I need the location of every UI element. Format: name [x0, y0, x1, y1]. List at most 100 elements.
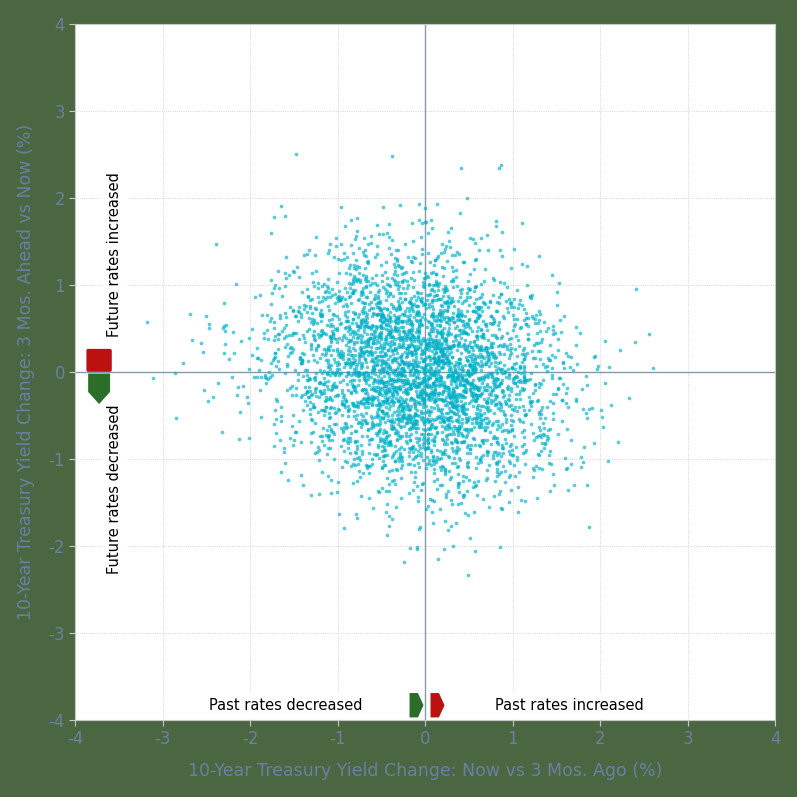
Point — [595, 410, 608, 423]
Point — [365, 422, 378, 434]
Point — [374, 259, 387, 272]
Point — [547, 388, 559, 401]
Point — [396, 308, 409, 320]
Point — [316, 403, 329, 416]
Point — [335, 422, 347, 434]
Point — [367, 332, 380, 345]
Point — [317, 384, 330, 397]
Point — [538, 429, 551, 442]
Point — [317, 371, 330, 384]
Point — [473, 415, 486, 428]
Point — [432, 355, 445, 367]
Point — [360, 387, 373, 400]
Point — [411, 495, 424, 508]
Point — [387, 302, 399, 315]
Point — [286, 328, 299, 341]
Point — [410, 315, 423, 328]
Point — [491, 423, 504, 436]
Point — [363, 434, 376, 446]
Point — [442, 382, 454, 395]
Point — [311, 317, 324, 330]
Point — [415, 361, 428, 374]
Point — [379, 425, 392, 438]
Point — [442, 420, 454, 433]
Point — [327, 426, 340, 438]
Point — [265, 226, 277, 239]
Point — [318, 292, 331, 305]
Point — [391, 278, 403, 291]
Point — [346, 287, 359, 300]
Point — [327, 320, 340, 332]
Point — [416, 394, 429, 406]
Point — [355, 407, 368, 420]
Point — [457, 319, 469, 332]
Point — [373, 398, 386, 410]
Point — [426, 454, 439, 467]
Point — [446, 351, 458, 363]
Point — [395, 350, 408, 363]
Point — [536, 436, 548, 449]
Point — [347, 324, 359, 337]
Point — [375, 461, 388, 473]
Point — [344, 386, 357, 398]
Point — [393, 449, 406, 461]
Polygon shape — [88, 374, 110, 404]
Point — [473, 389, 486, 402]
Point — [320, 285, 333, 297]
Point — [597, 421, 610, 434]
Point — [429, 365, 442, 378]
Point — [222, 352, 235, 365]
Point — [332, 362, 345, 375]
Point — [422, 328, 435, 340]
Point — [343, 357, 355, 370]
Point — [402, 304, 415, 317]
Point — [532, 345, 544, 358]
Point — [439, 436, 452, 449]
Point — [466, 481, 479, 493]
Point — [323, 434, 336, 446]
Point — [450, 319, 463, 332]
Point — [370, 298, 383, 311]
Point — [472, 474, 485, 487]
Point — [416, 310, 429, 323]
Point — [395, 340, 407, 353]
Point — [422, 427, 434, 440]
Point — [429, 395, 442, 407]
Point — [480, 318, 493, 331]
Point — [349, 232, 362, 245]
Point — [413, 439, 426, 452]
Point — [415, 391, 428, 403]
Point — [353, 369, 366, 382]
Point — [387, 289, 399, 302]
Point — [481, 370, 493, 383]
Point — [367, 363, 380, 376]
Point — [493, 468, 505, 481]
Point — [417, 398, 430, 410]
Point — [445, 356, 457, 369]
Point — [316, 347, 328, 360]
Point — [320, 401, 332, 414]
Point — [361, 255, 374, 268]
Point — [435, 308, 448, 320]
Point — [411, 365, 424, 378]
Point — [361, 334, 374, 347]
Point — [399, 341, 412, 354]
Point — [437, 269, 450, 282]
Point — [452, 309, 465, 322]
Point — [453, 453, 466, 466]
Point — [473, 351, 485, 363]
Point — [479, 297, 492, 310]
Point — [417, 371, 430, 384]
Point — [380, 317, 393, 330]
Point — [461, 485, 473, 497]
Point — [251, 351, 264, 364]
Point — [401, 310, 414, 323]
Point — [435, 394, 448, 406]
Point — [401, 347, 414, 360]
Point — [537, 358, 550, 371]
Point — [497, 359, 510, 371]
Point — [472, 312, 485, 324]
Point — [375, 275, 388, 288]
Point — [414, 318, 427, 331]
Point — [260, 371, 273, 384]
